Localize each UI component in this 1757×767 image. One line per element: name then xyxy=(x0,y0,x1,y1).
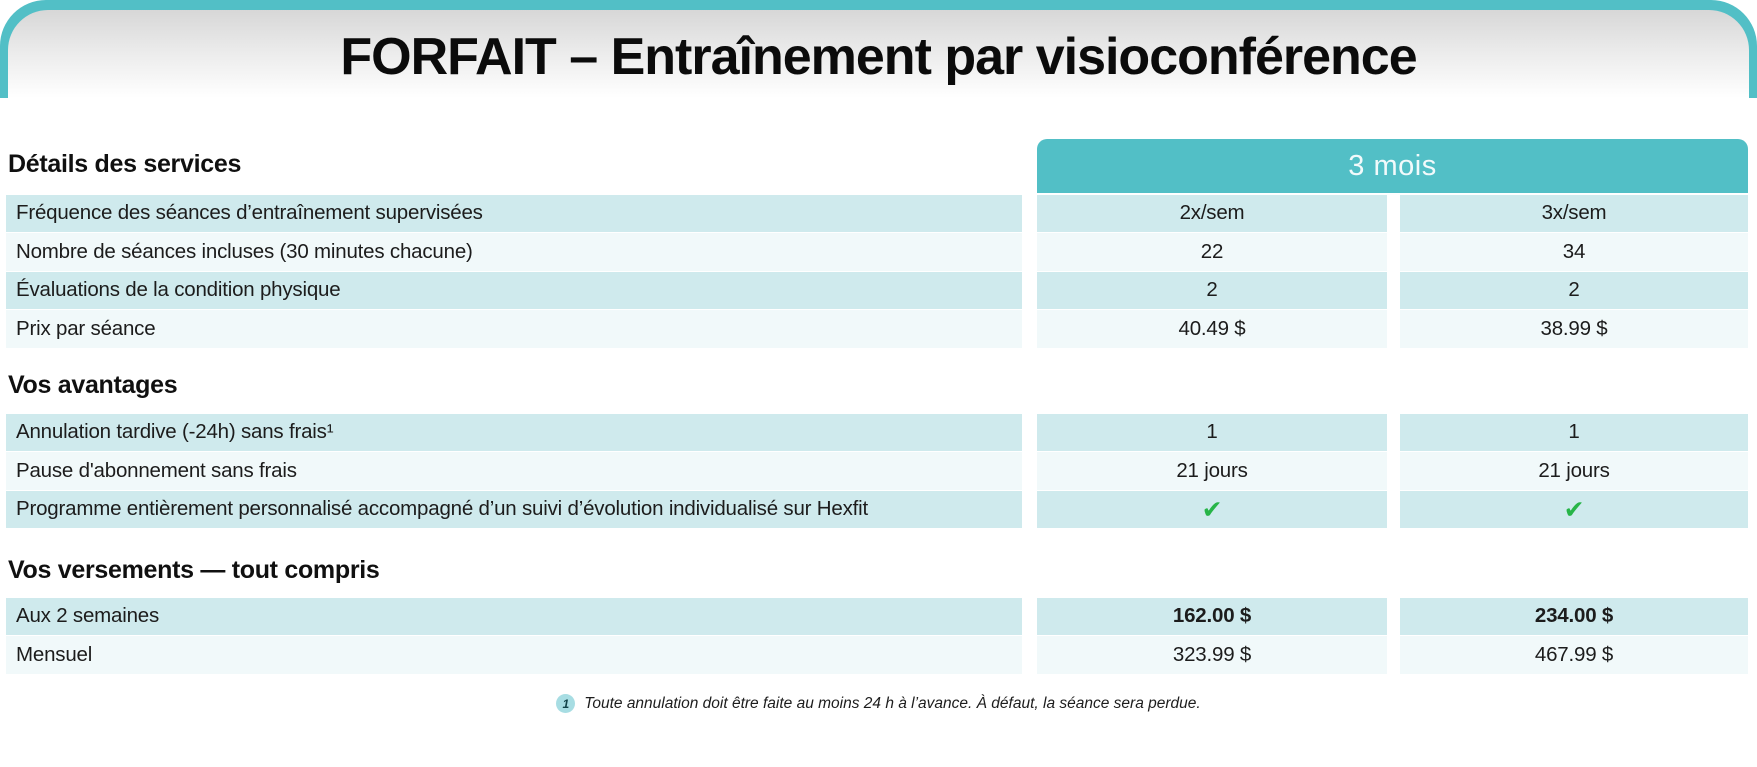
row-value: 323.99 $ xyxy=(1037,636,1387,674)
row-value: 2 xyxy=(1037,271,1387,310)
row-value: 38.99 $ xyxy=(1400,310,1748,348)
row-label: Prix par séance xyxy=(6,310,1022,348)
table-row: Fréquence des séances d’entraînement sup… xyxy=(6,194,1748,233)
row-value: 1 xyxy=(1037,413,1387,452)
table-versements: Aux 2 semaines 162.00 $ 234.00 $ Mensuel… xyxy=(6,597,1748,674)
section-heading-versements: Vos versements — tout compris xyxy=(8,556,380,584)
top-banner xyxy=(0,0,1757,98)
row-value: 234.00 $ xyxy=(1400,597,1748,636)
row-label: Mensuel xyxy=(6,636,1022,674)
footnote: 1 Toute annulation doit être faite au mo… xyxy=(0,694,1757,713)
check-icon: ✔ xyxy=(1400,490,1748,529)
row-value: 3x/sem xyxy=(1400,194,1748,233)
page-title: FORFAIT – Entraînement par visioconféren… xyxy=(340,28,1417,86)
section-heading-details: Détails des services xyxy=(8,150,242,178)
table-row: Annulation tardive (-24h) sans frais¹ 1 … xyxy=(6,413,1748,452)
row-value: 34 xyxy=(1400,233,1748,271)
row-label: Nombre de séances incluses (30 minutes c… xyxy=(6,233,1022,271)
row-value: 21 jours xyxy=(1037,452,1387,490)
row-value: 2x/sem xyxy=(1037,194,1387,233)
table-row: Évaluations de la condition physique 2 2 xyxy=(6,271,1748,310)
plan-duration-header: 3 mois xyxy=(1037,139,1748,193)
row-value: 40.49 $ xyxy=(1037,310,1387,348)
row-value: 21 jours xyxy=(1400,452,1748,490)
row-label: Aux 2 semaines xyxy=(6,597,1022,636)
table-row: Mensuel 323.99 $ 467.99 $ xyxy=(6,636,1748,675)
row-label: Pause d'abonnement sans frais xyxy=(6,452,1022,490)
check-icon: ✔ xyxy=(1037,490,1387,529)
row-value: 2 xyxy=(1400,271,1748,310)
table-details: Fréquence des séances d’entraînement sup… xyxy=(6,194,1748,348)
table-row: Prix par séance 40.49 $ 38.99 $ xyxy=(6,310,1748,349)
row-value: 22 xyxy=(1037,233,1387,271)
table-row: Aux 2 semaines 162.00 $ 234.00 $ xyxy=(6,597,1748,636)
row-value: 162.00 $ xyxy=(1037,597,1387,636)
table-avantages: Annulation tardive (-24h) sans frais¹ 1 … xyxy=(6,413,1748,529)
footnote-number-badge: 1 xyxy=(556,694,576,713)
row-value: 467.99 $ xyxy=(1400,636,1748,674)
section-heading-avantages: Vos avantages xyxy=(8,371,178,399)
table-row: Nombre de séances incluses (30 minutes c… xyxy=(6,233,1748,272)
table-row: Programme entièrement personnalisé accom… xyxy=(6,490,1748,529)
table-row: Pause d'abonnement sans frais 21 jours 2… xyxy=(6,452,1748,491)
row-label: Annulation tardive (-24h) sans frais¹ xyxy=(6,413,1022,452)
row-label: Fréquence des séances d’entraînement sup… xyxy=(6,194,1022,233)
footnote-text: Toute annulation doit être faite au moin… xyxy=(584,694,1201,712)
row-label: Programme entièrement personnalisé accom… xyxy=(6,490,1022,529)
row-value: 1 xyxy=(1400,413,1748,452)
row-label: Évaluations de la condition physique xyxy=(6,271,1022,310)
top-banner-gradient xyxy=(8,10,1749,98)
